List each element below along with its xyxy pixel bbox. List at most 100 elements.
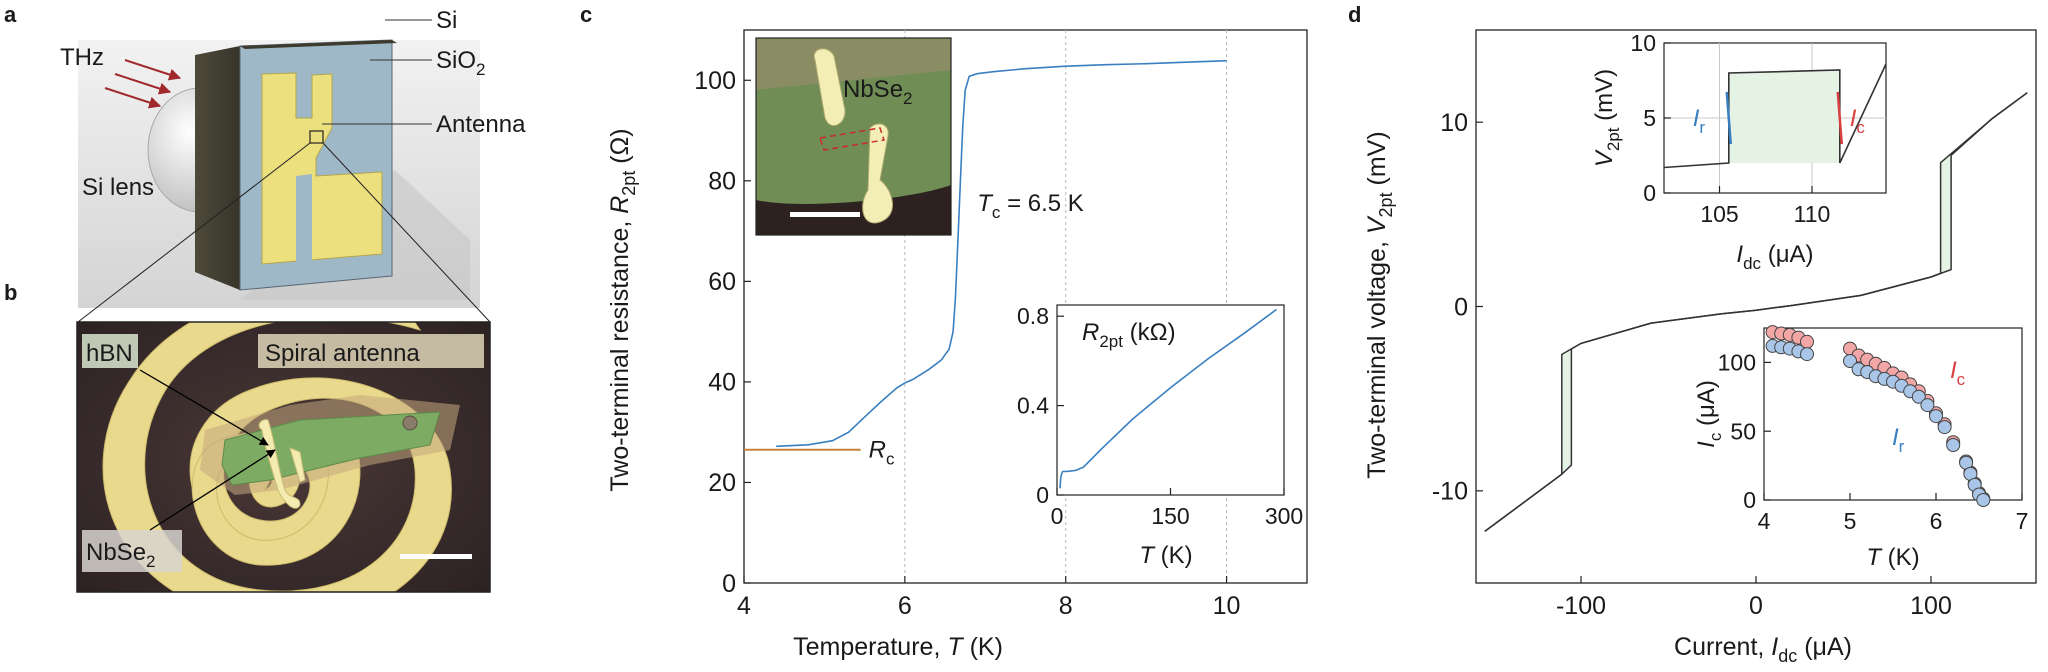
d-inset-top-ytick-label: 0 bbox=[1643, 180, 1656, 206]
d-iv-sweep-down bbox=[1484, 92, 2028, 533]
d-inset-bottom-xlabel: T (K) bbox=[1866, 544, 1919, 571]
panel-b: b hBN Spiral antenna NbSe2 bbox=[4, 280, 491, 593]
d-ytick-label: 10 bbox=[1440, 109, 1468, 137]
d-xtick-label: -100 bbox=[1556, 592, 1606, 620]
c-inset-ytick-label: 0.8 bbox=[1017, 303, 1049, 329]
d-inset-top-ytick-label: 10 bbox=[1630, 30, 1656, 56]
thz-arrow-2 bbox=[114, 73, 172, 95]
d-inset-top-ic-label: Ic bbox=[1850, 105, 1866, 137]
c-tc-label: Tc = 6.5 K bbox=[977, 190, 1084, 222]
chip-top-edge bbox=[240, 40, 397, 49]
c-ytick-label: 80 bbox=[708, 168, 736, 196]
flake-feature bbox=[402, 415, 418, 431]
nbse2-arrow bbox=[149, 449, 276, 531]
d-inset-bottom-point-ir bbox=[1911, 389, 1926, 404]
c-xtick-label: 6 bbox=[898, 592, 912, 620]
c-xlabel: Temperature, T (K) bbox=[793, 633, 1003, 661]
c-xtick-label: 8 bbox=[1059, 592, 1073, 620]
d-inset-top-ylabel: V2pt (mV) bbox=[1591, 69, 1623, 167]
d-hysteresis-fill-positive bbox=[1940, 155, 1952, 274]
panel-b-letter: b bbox=[4, 280, 17, 305]
nbse2-label-box bbox=[82, 530, 182, 572]
c-micrograph-inset bbox=[756, 38, 951, 235]
d-ytick-label: 0 bbox=[1454, 293, 1468, 321]
d-inset-top-marker-ic bbox=[1836, 91, 1843, 145]
d-hysteresis-fill-negative bbox=[1561, 348, 1572, 475]
sio2-label: SiO2 bbox=[436, 47, 485, 79]
d-inset-top-loop bbox=[1663, 63, 1887, 169]
c-ytick-label: 20 bbox=[708, 469, 736, 497]
thz-label: THz bbox=[60, 44, 104, 71]
c-micrograph-electrode-1 bbox=[813, 48, 846, 127]
c-plot-frame bbox=[743, 29, 1308, 584]
d-inset-bottom-ir-label: Ir bbox=[1892, 424, 1905, 456]
bowtie-antenna bbox=[261, 72, 383, 265]
spiral-inner-arm bbox=[191, 429, 361, 566]
c-inset-frame bbox=[1056, 304, 1285, 496]
d-xtick-label: 100 bbox=[1910, 592, 1952, 620]
hbn-arrow bbox=[139, 369, 269, 446]
d-inset-bottom-points bbox=[1765, 325, 1991, 507]
c-ytick-label: 40 bbox=[708, 369, 736, 397]
d-inset-bottom-point-ir bbox=[1800, 347, 1814, 362]
d-inset-bottom-point-ir bbox=[1937, 420, 1952, 435]
hbn-label: hBN bbox=[86, 340, 133, 367]
d-inset-bottom-ylabel: Ic (μA) bbox=[1693, 380, 1725, 448]
d-ytick-label: -10 bbox=[1432, 478, 1468, 506]
thz-arrow-3 bbox=[104, 87, 162, 109]
d-inset-bottom-xtick-label: 4 bbox=[1758, 508, 1771, 534]
c-inset-xtick-label: 300 bbox=[1265, 503, 1303, 529]
antenna-zoom-box bbox=[309, 130, 324, 144]
c-inset-xtick-label: 150 bbox=[1151, 503, 1189, 529]
si-lens-label: Si lens bbox=[82, 174, 154, 201]
d-inset-top-ticks: 105 110 0 5 10 bbox=[1630, 30, 1830, 227]
d-inset-bottom-xtick-label: 5 bbox=[1844, 508, 1857, 534]
c-xtick-label: 4 bbox=[737, 592, 751, 620]
panel-b-frame bbox=[76, 321, 491, 593]
d-inset-bottom-point-ir bbox=[1920, 398, 1935, 413]
d-inset-bottom-ticks: 4 5 6 7 0 50 100 bbox=[1718, 349, 2029, 534]
c-inset-curve bbox=[1059, 308, 1277, 489]
panel-d-letter: d bbox=[1348, 2, 1361, 27]
d-inset-top-xtick-label: 110 bbox=[1794, 201, 1831, 227]
c-ylabel: Two-terminal resistance, R2pt (Ω) bbox=[606, 128, 639, 491]
d-xlabel: Current, Idc (μA) bbox=[1674, 633, 1852, 666]
c-micrograph-label: NbSe2 bbox=[843, 76, 913, 108]
d-inset-bottom-ytick-label: 0 bbox=[1743, 487, 1756, 513]
c-inset-xlabel: T (K) bbox=[1139, 542, 1192, 569]
c-rc-label: Rc bbox=[869, 436, 895, 468]
zoom-line-right bbox=[322, 142, 491, 323]
d-inset-bottom-xtick-label: 6 bbox=[1930, 508, 1943, 534]
contact-electrode-2 bbox=[289, 447, 306, 483]
d-inset-bottom-point-ir bbox=[1843, 354, 1857, 368]
c-ytick-label: 60 bbox=[708, 268, 736, 296]
d-inset-top-ir-label: Ir bbox=[1693, 105, 1706, 137]
d-inset-bottom-ic-label: Ic bbox=[1950, 357, 1966, 389]
antenna-gap bbox=[296, 174, 312, 263]
spiral-antenna-label: Spiral antenna bbox=[265, 340, 420, 367]
si-label: Si bbox=[436, 7, 457, 34]
panel-a-letter: a bbox=[4, 2, 17, 27]
contact-electrode-1 bbox=[258, 419, 301, 509]
d-inset-bottom-point-ir bbox=[1946, 438, 1961, 452]
zoom-line-left bbox=[77, 142, 311, 323]
spiral-label-box bbox=[258, 334, 484, 368]
antenna-label: Antenna bbox=[436, 111, 526, 138]
d-inset-top-ytick-label: 5 bbox=[1643, 105, 1656, 131]
chip-side-face bbox=[195, 46, 240, 290]
c-inset-ytick-label: 0.4 bbox=[1017, 393, 1049, 419]
c-micrograph-scale-bar bbox=[790, 212, 860, 217]
d-inset-top-loop-fill bbox=[1728, 70, 1840, 163]
c-inset-ticks: 0 150 300 0 0.4 0.8 bbox=[1017, 303, 1303, 529]
c-xtick-label: 10 bbox=[1213, 592, 1241, 620]
c-micrograph-top-band bbox=[756, 38, 951, 90]
panel-c-letter: c bbox=[580, 2, 592, 27]
c-inset-title: R2pt (kΩ) bbox=[1082, 319, 1176, 351]
c-micrograph-electrode-2 bbox=[862, 123, 893, 224]
d-inset-bottom-point-ir bbox=[1976, 493, 1991, 507]
c-micrograph-flake-outline bbox=[819, 127, 885, 151]
d-inset-bottom-xtick-label: 7 bbox=[2016, 508, 2029, 534]
